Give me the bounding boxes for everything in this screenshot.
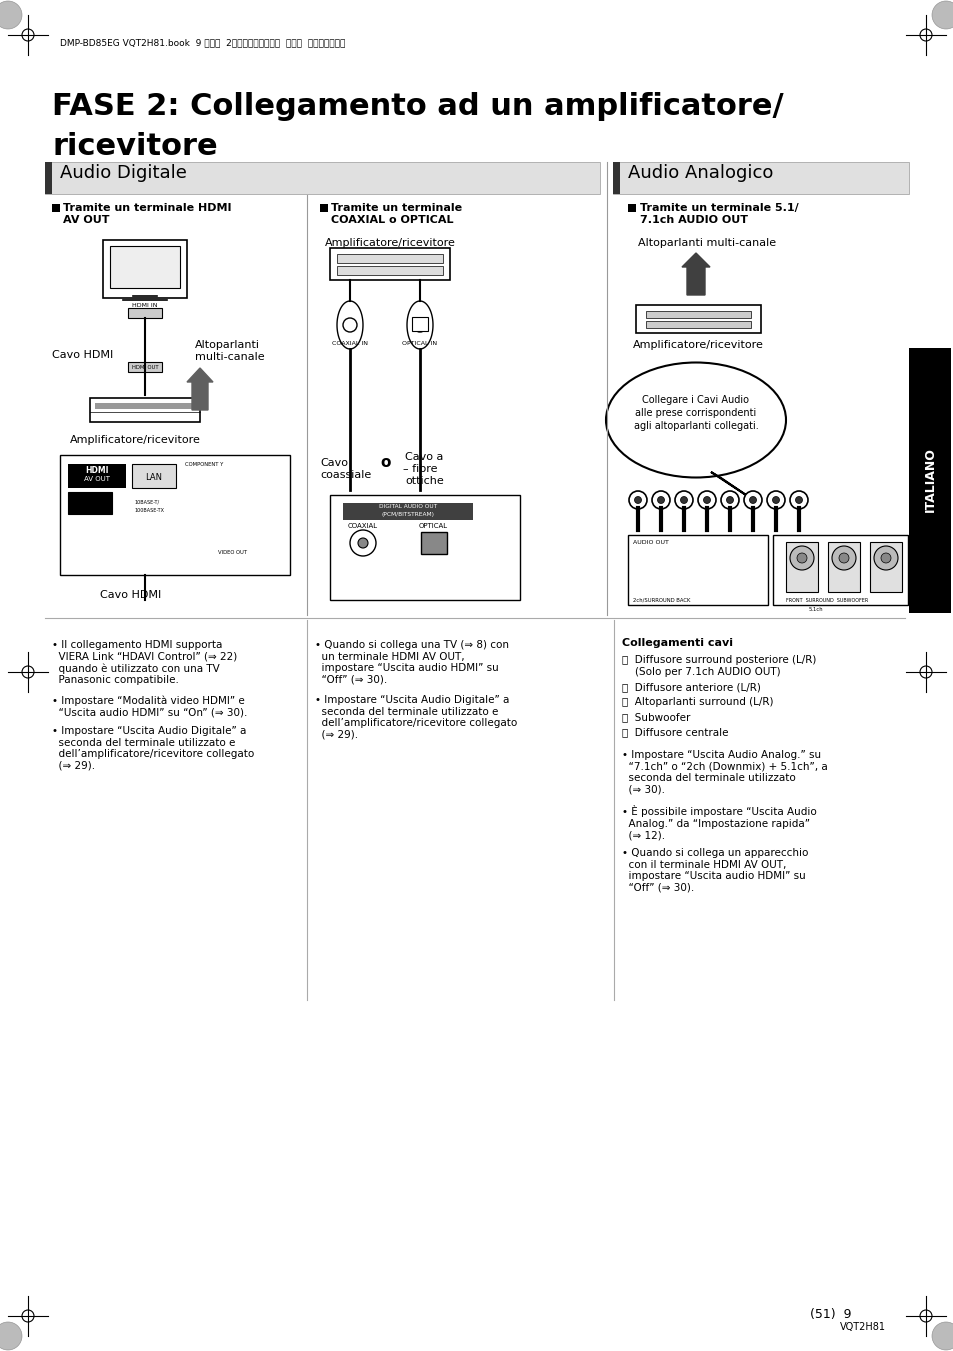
Bar [330,494,519,600]
Circle shape [873,546,897,570]
Bar [627,204,636,212]
Bar [68,492,112,513]
Text: COAXIAL IN: COAXIAL IN [332,340,368,346]
Circle shape [350,530,375,557]
Bar [343,503,473,520]
Text: • È possibile impostare “Uscita Audio
  Analog.” da “Impostazione rapida”
  (⇒ 1: • È possibile impostare “Uscita Audio An… [621,805,816,840]
Bar [336,254,442,263]
Circle shape [880,553,890,563]
Circle shape [702,497,710,504]
Text: FRONT  SURROUND  SUBWOOFER: FRONT SURROUND SUBWOOFER [785,598,867,603]
Text: ricevitore: ricevitore [52,132,217,161]
Bar [827,542,859,592]
Circle shape [698,490,716,509]
Text: Collegamenti cavi: Collegamenti cavi [621,638,732,648]
Circle shape [838,553,848,563]
Text: FASE 2: Collegamento ad un amplificatore/: FASE 2: Collegamento ad un amplificatore… [52,92,782,122]
Bar [772,535,907,605]
Bar [90,399,200,422]
Text: HDMI IN: HDMI IN [132,303,157,308]
Circle shape [796,553,806,563]
Text: VIDEO OUT: VIDEO OUT [218,550,247,555]
Text: coassiale: coassiale [319,470,371,480]
Text: COMPONENT Y: COMPONENT Y [185,462,223,467]
Circle shape [0,1,22,28]
Text: • Impostare “Uscita Audio Digitale” a
  seconda del terminale utilizzato e
  del: • Impostare “Uscita Audio Digitale” a se… [314,694,517,740]
Bar [103,240,187,299]
Text: • Impostare “Uscita Audio Digitale” a
  seconda del terminale utilizzato e
  del: • Impostare “Uscita Audio Digitale” a se… [52,725,254,771]
Circle shape [789,546,813,570]
Bar [627,535,767,605]
Bar [420,532,447,554]
Text: AUDIO OUT: AUDIO OUT [633,540,668,544]
Bar [645,311,750,317]
Text: LAN: LAN [146,473,162,482]
Text: DIGITAL AUDIO OUT: DIGITAL AUDIO OUT [378,504,436,509]
Circle shape [651,490,669,509]
Text: ⓑ  Diffusore anteriore (L/R): ⓑ Diffusore anteriore (L/R) [621,682,760,692]
Text: (PCM/BITSTREAM): (PCM/BITSTREAM) [381,512,434,517]
FancyArrow shape [187,367,213,409]
Text: 100BASE-TX: 100BASE-TX [133,508,164,513]
Circle shape [931,1,953,28]
Text: AV OUT: AV OUT [84,476,110,482]
Bar [95,403,194,409]
Bar [45,162,52,195]
Text: ITALIANO: ITALIANO [923,447,936,512]
Text: ⓓ  Subwoofer: ⓓ Subwoofer [621,712,690,721]
Polygon shape [407,301,433,349]
Text: HDMI OUT: HDMI OUT [132,365,158,370]
Text: OPTICAL IN: OPTICAL IN [402,340,437,346]
Bar [869,542,901,592]
Circle shape [795,497,801,504]
Circle shape [720,490,739,509]
Circle shape [679,497,687,504]
Text: • Quando si collega un apparecchio
  con il terminale HDMI AV OUT,
  impostare “: • Quando si collega un apparecchio con i… [621,848,807,893]
Bar [319,204,328,212]
Text: ottiche: ottiche [405,476,443,486]
Bar [45,162,599,195]
Circle shape [749,497,756,504]
Bar [52,204,60,212]
Bar [336,266,442,276]
Bar [128,308,162,317]
Text: OPTICAL: OPTICAL [418,523,447,530]
Text: Cavo: Cavo [319,458,348,467]
Text: Altoparlanti multi-canale: Altoparlanti multi-canale [638,238,776,249]
Circle shape [766,490,784,509]
Text: 2ch/SURROUND BACK: 2ch/SURROUND BACK [633,598,690,603]
Text: DMP-BD85EG VQT2H81.book  9 ページ  2０１０年１月２０日  水曜日  午後８時５５分: DMP-BD85EG VQT2H81.book 9 ページ 2０１０年１月２０日… [60,38,345,47]
Bar [128,362,162,372]
Circle shape [0,1323,22,1350]
Polygon shape [710,471,745,494]
Ellipse shape [605,362,785,477]
Circle shape [931,1323,953,1350]
Text: (51)  9: (51) 9 [809,1308,851,1321]
Bar [110,246,180,288]
Circle shape [343,317,356,332]
Text: COAXIAL o OPTICAL: COAXIAL o OPTICAL [331,215,453,226]
Circle shape [743,490,761,509]
Text: HDMI: HDMI [85,466,109,476]
Text: o: o [379,455,390,470]
Text: Amplificatore/ricevitore: Amplificatore/ricevitore [324,238,455,249]
Text: Cavo a: Cavo a [405,453,443,462]
Circle shape [357,538,368,549]
Text: • Il collegamento HDMI supporta
  VIERA Link “HDAVI Control” (⇒ 22)
  quando è u: • Il collegamento HDMI supporta VIERA Li… [52,640,237,685]
Text: Audio Digitale: Audio Digitale [60,163,187,182]
Text: Tramite un terminale HDMI: Tramite un terminale HDMI [63,203,232,213]
Text: 5.1ch: 5.1ch [808,607,822,612]
Text: • Impostare “Uscita Audio Analog.” su
  “7.1ch” o “2ch (Downmix) + 5.1ch”, a
  s: • Impostare “Uscita Audio Analog.” su “7… [621,750,827,794]
Bar [60,455,290,576]
Circle shape [772,497,779,504]
Bar [68,463,126,488]
Circle shape [789,490,807,509]
Text: multi-canale: multi-canale [194,353,264,362]
Text: Collegare i Cavi Audio: Collegare i Cavi Audio [641,394,749,405]
Bar [412,317,428,331]
Bar [636,305,760,332]
Bar [785,542,817,592]
Text: VQT2H81: VQT2H81 [840,1323,885,1332]
Text: COAXIAL: COAXIAL [348,523,377,530]
Text: – fibre: – fibre [402,463,437,474]
